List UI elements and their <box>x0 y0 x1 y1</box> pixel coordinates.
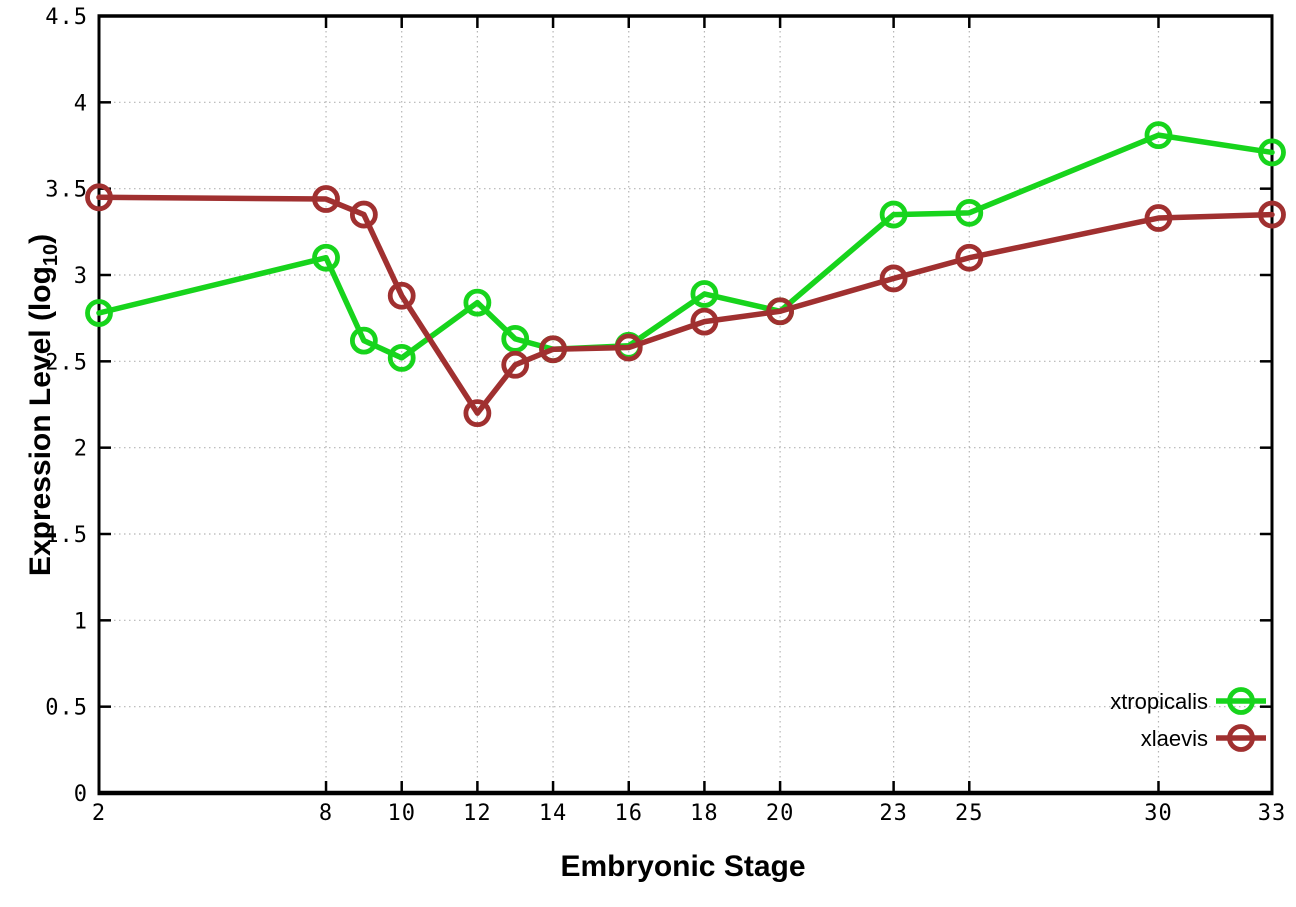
series-point-xtropicalis <box>85 299 113 327</box>
series-point-xlaevis <box>955 243 984 272</box>
y-tick-label: 2 <box>74 437 88 462</box>
series-point-xlaevis <box>387 281 416 310</box>
x-tick-label: 20 <box>766 801 795 826</box>
x-tick-label: 25 <box>955 801 984 826</box>
x-tick-label: 8 <box>319 801 333 826</box>
legend-sample-marker-xlaevis <box>1227 724 1255 752</box>
series-point-xlaevis <box>539 335 567 364</box>
series-point-xtropicalis <box>349 326 378 355</box>
legend-sample-marker-xtropicalis <box>1227 687 1255 715</box>
legend-label-xtropicalis: xtropicalis <box>1110 689 1208 714</box>
y-tick-label: 4.5 <box>45 5 88 30</box>
series-point-xlaevis <box>85 183 113 212</box>
y-tick-label: 0 <box>74 782 88 807</box>
series-point-xtropicalis <box>879 200 908 229</box>
x-axis-title: Embryonic Stage <box>560 850 805 883</box>
series-point-xtropicalis <box>387 343 416 372</box>
y-tick-label: 3.5 <box>45 178 88 203</box>
x-tick-label: 16 <box>614 801 643 826</box>
series-point-xlaevis <box>766 297 794 326</box>
series-point-xlaevis <box>690 307 719 336</box>
series-point-xlaevis <box>349 200 378 229</box>
x-tick-label: 2 <box>92 801 106 826</box>
x-tick-label: 30 <box>1144 801 1173 826</box>
series-point-xlaevis <box>1144 204 1173 232</box>
series-line-xtropicalis <box>96 132 1275 361</box>
series-point-xlaevis <box>312 185 340 213</box>
plot-area: 2 8 10 12 14 16 18 20 23 25 30 33 0 0.5 1 1.5 2 2.5 3 3.5 4 4… <box>45 5 1286 826</box>
series-point-xlaevis <box>463 399 492 428</box>
series-point-xtropicalis <box>955 198 984 227</box>
x-tick-label: 23 <box>879 801 908 826</box>
x-tick-label: 10 <box>387 801 416 826</box>
y-tick-label: 0.5 <box>45 696 88 721</box>
series-point-xtropicalis <box>690 280 719 308</box>
y-tick-label: 1 <box>74 609 88 634</box>
y-tick-label: 1.5 <box>45 523 88 548</box>
series-point-xlaevis <box>879 264 908 293</box>
x-tick-label: 12 <box>463 801 492 826</box>
series-point-xtropicalis <box>463 288 492 317</box>
series-point-xtropicalis <box>1144 121 1173 150</box>
series-point-xlaevis <box>614 333 643 362</box>
y-axis-title: Expression Level (log10) <box>24 234 62 576</box>
series-point-xtropicalis <box>312 243 340 272</box>
series-point-xtropicalis <box>501 324 530 353</box>
x-tick-label: 33 <box>1258 801 1287 826</box>
legend-label-xlaevis: xlaevis <box>1141 726 1208 751</box>
series-point-xlaevis <box>501 350 530 379</box>
series-point-xlaevis <box>1258 200 1286 229</box>
series-point-xtropicalis <box>1258 138 1286 167</box>
x-tick-label: 14 <box>539 801 568 826</box>
x-tick-label: 18 <box>690 801 719 826</box>
y-tick-label: 4 <box>74 91 88 116</box>
y-tick-label: 2.5 <box>45 350 88 375</box>
y-tick-label: 3 <box>74 264 88 289</box>
